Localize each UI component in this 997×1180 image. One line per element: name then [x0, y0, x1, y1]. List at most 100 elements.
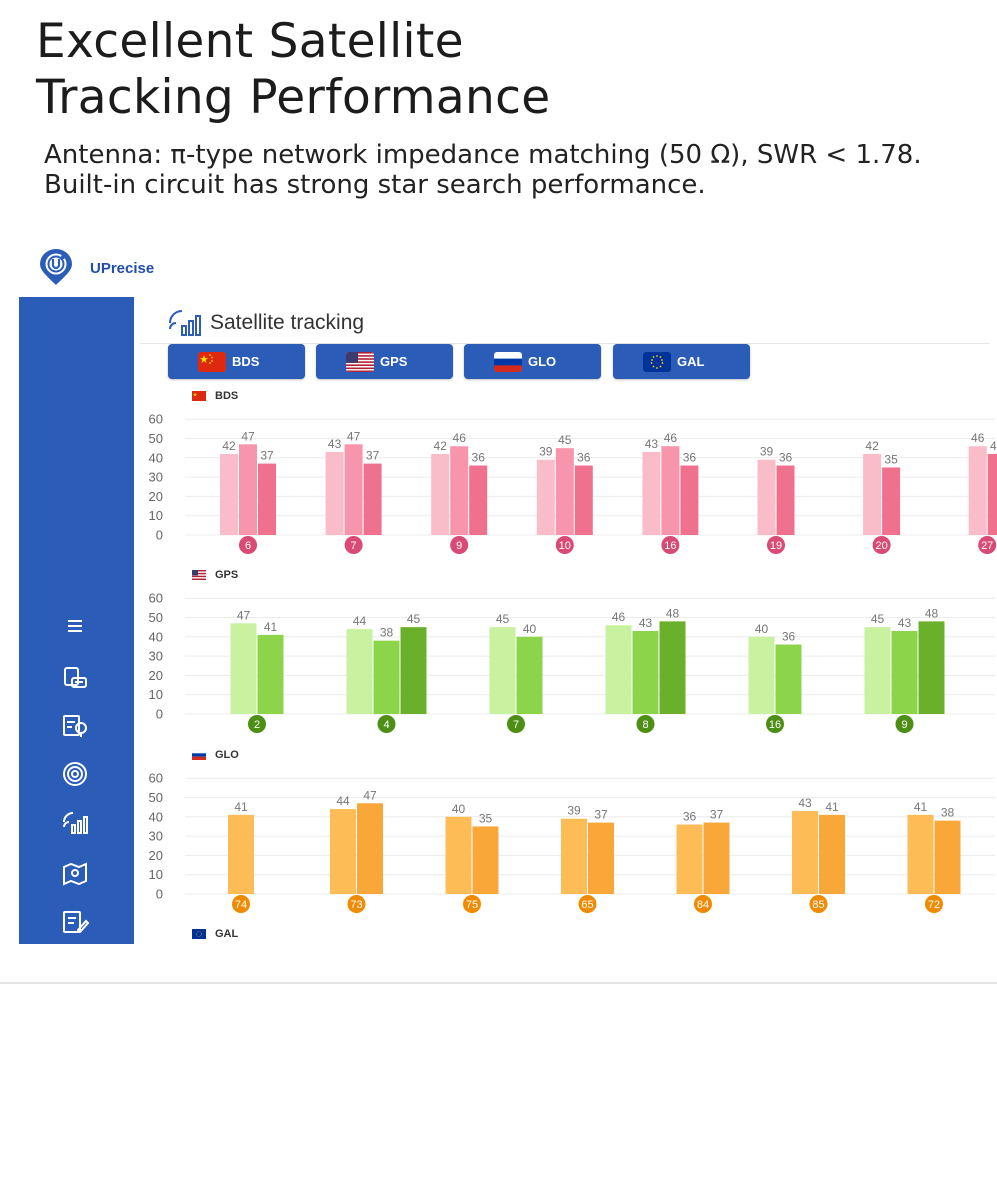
- bar: [775, 644, 802, 714]
- data-label: 41: [914, 800, 928, 814]
- data-label: 47: [363, 788, 377, 802]
- signal-bars-icon[interactable]: [57, 809, 93, 839]
- chart-title: GLO: [215, 749, 239, 761]
- data-label: 43: [798, 796, 812, 810]
- location-document-icon[interactable]: [57, 711, 93, 741]
- bar: [605, 625, 632, 714]
- card-transfer-icon[interactable]: [57, 1100, 93, 1130]
- data-label: 47: [237, 608, 251, 622]
- bar: [536, 459, 555, 535]
- tab-glo[interactable]: GLO: [464, 344, 601, 379]
- satellite-id-badge: [347, 895, 366, 913]
- edit-document-icon[interactable]: [57, 907, 93, 937]
- satellite-id-label: 72: [928, 899, 940, 911]
- bar: [680, 465, 699, 535]
- data-label: 36: [683, 810, 697, 824]
- data-label: 36: [683, 451, 697, 465]
- data-label: 46: [612, 610, 626, 624]
- tab-gps[interactable]: GPS: [316, 344, 453, 379]
- bar: [561, 818, 587, 894]
- data-label: 41: [264, 620, 278, 634]
- satellite-id-badge: [248, 715, 266, 733]
- data-label: 35: [479, 811, 493, 825]
- data-label: 43: [639, 616, 653, 630]
- subtitle: Antenna: π-type network impedance matchi…: [44, 140, 922, 200]
- tab-glo-label: GLO: [528, 354, 557, 369]
- usa-flag-icon: [192, 570, 206, 580]
- menu-icon[interactable]: [57, 611, 93, 641]
- upload-device-icon[interactable]: [57, 1150, 93, 1180]
- tab-gal[interactable]: GAL: [613, 344, 750, 379]
- data-label: 44: [353, 614, 367, 628]
- satellite-id-badge: [232, 895, 250, 913]
- satellite-id-badge: [636, 715, 655, 733]
- y-tick-label: 20: [149, 668, 163, 683]
- y-tick-label: 30: [149, 649, 163, 664]
- data-label: 36: [779, 451, 793, 465]
- sync-icon[interactable]: [57, 955, 93, 985]
- headline: Excellent Satellite Tracking Performance: [36, 14, 550, 126]
- y-tick-label: 60: [149, 412, 163, 427]
- chart-header-gal: GAL: [192, 928, 238, 940]
- map-pin-icon[interactable]: [57, 859, 93, 889]
- bar: [346, 629, 373, 714]
- y-tick-label: 40: [149, 809, 163, 824]
- bar: [918, 621, 945, 714]
- satellite-signal-icon: [169, 310, 201, 336]
- data-label: 39: [539, 445, 553, 459]
- data-label: 46: [971, 431, 985, 445]
- data-label: 47: [347, 429, 361, 443]
- chart-title: GAL: [215, 928, 239, 940]
- device-status-icon[interactable]: [57, 663, 93, 693]
- y-tick-label: 20: [149, 848, 163, 863]
- data-label: 46: [664, 431, 678, 445]
- russia-flag-icon: [192, 750, 206, 760]
- y-tick-label: 10: [149, 687, 163, 702]
- data-label: 37: [710, 808, 724, 822]
- bar: [659, 621, 686, 714]
- bar: [863, 453, 882, 535]
- bar: [228, 814, 254, 894]
- data-label: 38: [941, 806, 955, 820]
- target-icon[interactable]: [57, 759, 93, 789]
- eu-flag-icon: [192, 929, 206, 939]
- bar: [882, 467, 901, 535]
- data-label: 43: [898, 616, 912, 630]
- bar: [325, 452, 344, 535]
- satellite-id-badge: [555, 536, 574, 554]
- chart-header-bds: BDS: [192, 390, 238, 402]
- satellite-id-badge: [925, 895, 943, 913]
- y-tick-label: 10: [149, 508, 163, 523]
- settings-icon[interactable]: [57, 1052, 93, 1082]
- tab-bds-label: BDS: [232, 354, 260, 369]
- data-label: 36: [472, 451, 486, 465]
- data-label: 48: [666, 606, 680, 620]
- data-label: 36: [577, 451, 591, 465]
- bottom-divider: [0, 982, 997, 984]
- chart-bds: 0 10 20 30 40 50 60 42 47 37 6 43 47 37 7 42 46 36 9 39 45 36…: [149, 412, 997, 554]
- y-tick-label: 40: [149, 450, 163, 465]
- bar: [864, 627, 891, 714]
- tab-bds[interactable]: BDS: [168, 344, 305, 379]
- y-tick-label: 50: [149, 431, 163, 446]
- satellite-id-label: 65: [581, 899, 593, 911]
- data-label: 39: [567, 804, 581, 818]
- y-tick-label: 0: [156, 707, 163, 722]
- satellite-id-label: 73: [350, 899, 362, 911]
- data-label: 37: [366, 449, 380, 463]
- satellite-id-label: 27: [981, 540, 993, 552]
- satellite-id-badge: [578, 895, 597, 913]
- data-label: 42: [434, 439, 448, 453]
- data-label: 45: [496, 612, 510, 626]
- tab-gps-label: GPS: [380, 354, 408, 369]
- bar: [258, 463, 276, 535]
- data-label: 48: [925, 606, 939, 620]
- satellite-id-badge: [463, 895, 481, 913]
- data-label: 42: [865, 439, 879, 453]
- radar-icon[interactable]: [57, 1002, 93, 1032]
- satellite-id-badge: [694, 895, 712, 913]
- y-tick-label: 30: [149, 470, 163, 485]
- y-tick-label: 60: [149, 591, 163, 606]
- bar: [987, 453, 997, 535]
- satellite-id-label: 7: [351, 540, 357, 552]
